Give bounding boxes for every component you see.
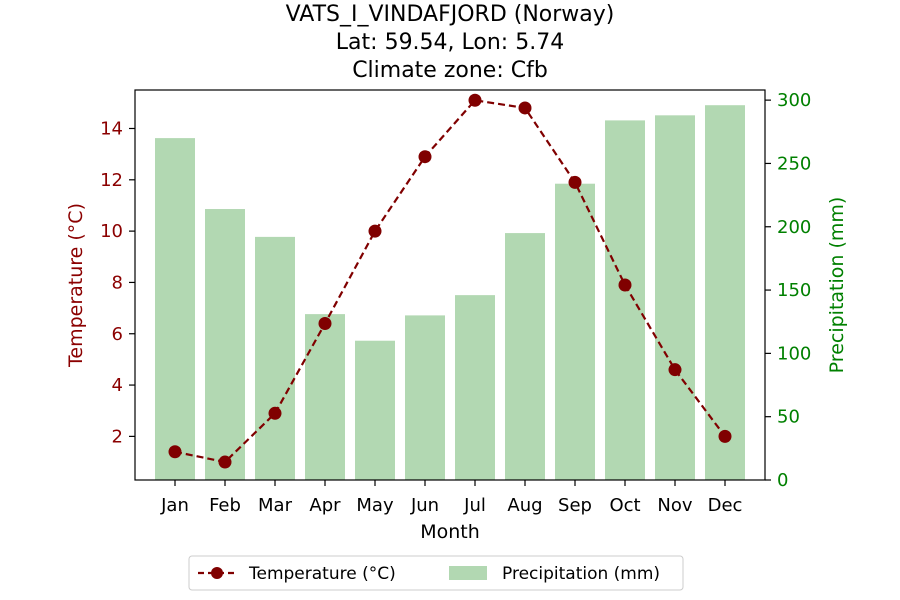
temperature-line	[168, 93, 732, 469]
temperature-point-jan	[168, 445, 182, 459]
plot-frame	[134, 89, 766, 481]
right-y-tick-label: 0	[777, 470, 788, 491]
precipitation-bars	[155, 105, 745, 481]
temperature-point-nov	[668, 363, 682, 377]
temperature-point-jul	[468, 93, 482, 107]
legend: Temperature (°C) Precipitation (mm)	[188, 555, 684, 591]
temperature-point-oct	[618, 278, 632, 292]
precipitation-bar-may	[355, 340, 395, 480]
left-y-tick-label: 14	[100, 118, 123, 139]
precipitation-bar-nov	[655, 115, 695, 480]
x-tick-label-nov: Nov	[657, 495, 692, 516]
x-tick-label-aug: Aug	[507, 495, 542, 516]
temperature-point-sep	[568, 175, 582, 189]
chart-title: VATS_I_VINDAFJORD (Norway) Lat: 59.54, L…	[286, 2, 615, 83]
precipitation-bar-jun	[405, 315, 445, 480]
x-tick-label-mar: Mar	[258, 495, 293, 516]
right-y-axis: 0 50 100 150 200 250 300	[765, 90, 811, 491]
x-tick-label-may: May	[356, 495, 394, 516]
precipitation-bar-sep	[555, 183, 595, 480]
x-tick-label-apr: Apr	[309, 495, 341, 516]
right-y-tick-label: 150	[777, 280, 811, 301]
temperature-point-mar	[268, 406, 282, 420]
left-y-tick-label: 12	[100, 170, 123, 191]
right-y-tick-label: 100	[777, 343, 811, 364]
x-tick-label-sep: Sep	[558, 495, 592, 516]
precipitation-bar-feb	[205, 209, 245, 480]
x-tick-label-oct: Oct	[609, 495, 640, 516]
legend-frame	[188, 555, 684, 591]
left-y-tick-label: 4	[112, 375, 123, 396]
right-y-axis-label: Precipitation (mm)	[826, 197, 848, 374]
temperature-point-may	[368, 224, 382, 238]
left-y-axis: 2 4 6 8 10 12 14	[100, 118, 135, 447]
x-tick-label-feb: Feb	[209, 495, 241, 516]
x-axis: Jan Feb Mar Apr May Jun Jul Aug Sep Oct Nov Dec	[160, 480, 742, 516]
precipitation-bar-aug	[505, 233, 545, 480]
temperature-point-dec	[718, 429, 732, 443]
legend-temperature-swatch-marker	[211, 567, 223, 579]
x-tick-label-jul: Jul	[463, 495, 486, 516]
temperature-series-line	[174, 99, 726, 464]
title-line-3: Climate zone: Cfb	[352, 58, 548, 83]
x-tick-label-jan: Jan	[160, 495, 189, 516]
title-line-1: VATS_I_VINDAFJORD (Norway)	[286, 2, 615, 27]
right-y-tick-label: 200	[777, 217, 811, 238]
precipitation-bar-jan	[155, 138, 195, 480]
x-tick-label-jun: Jun	[410, 495, 439, 516]
legend-precipitation-swatch	[449, 566, 487, 580]
x-tick-label-dec: Dec	[708, 495, 743, 516]
precipitation-bar-apr	[305, 314, 345, 480]
right-y-tick-label: 250	[777, 153, 811, 174]
right-y-tick-label: 300	[777, 90, 811, 111]
left-y-tick-label: 10	[100, 221, 123, 242]
temperature-point-aug	[518, 101, 532, 115]
precipitation-bar-jul	[455, 295, 495, 480]
left-y-axis-label: Temperature (°C)	[65, 203, 87, 368]
left-y-tick-label: 8	[112, 272, 123, 293]
left-y-tick-label: 6	[112, 324, 123, 345]
left-y-tick-label: 2	[112, 426, 123, 447]
precipitation-bar-oct	[605, 120, 645, 480]
temperature-point-jun	[418, 150, 432, 164]
legend-precipitation-label: Precipitation (mm)	[502, 564, 660, 584]
precipitation-bar-mar	[255, 236, 295, 480]
temperature-point-apr	[318, 316, 332, 330]
legend-temperature-label: Temperature (°C)	[248, 564, 396, 584]
precipitation-bar-dec	[705, 105, 745, 481]
title-line-2: Lat: 59.54, Lon: 5.74	[336, 30, 564, 55]
right-y-tick-label: 50	[777, 407, 800, 428]
x-axis-label: Month	[420, 521, 480, 543]
temperature-point-feb	[218, 455, 232, 469]
